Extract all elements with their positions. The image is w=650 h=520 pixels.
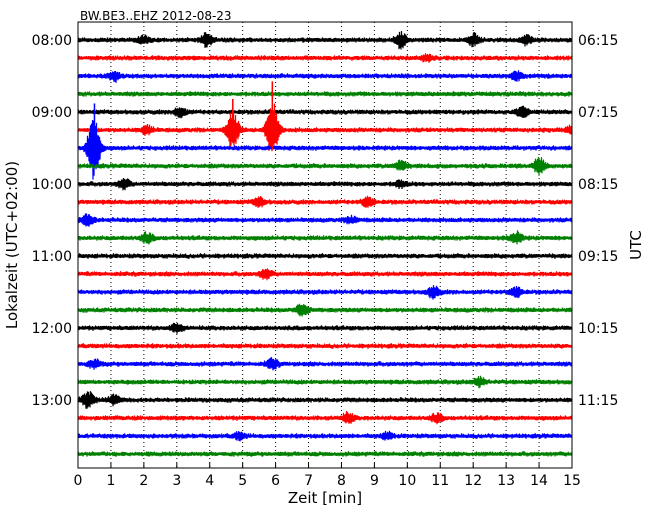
right-tick-label: 11:15: [578, 393, 618, 409]
trace-line: [77, 285, 573, 300]
right-tick-label: 08:15: [578, 177, 618, 193]
x-tick-label: 0: [74, 473, 83, 489]
x-tick-label: 14: [530, 473, 548, 489]
trace-line: [77, 70, 573, 83]
trace-line: [77, 268, 573, 281]
left-axis-ticks: 08:00 09:00 10:00 11:00 12:00 13:00: [32, 33, 83, 409]
x-tick-label: 15: [563, 473, 581, 489]
x-tick-label: 1: [106, 473, 115, 489]
x-tick-label: 6: [271, 473, 280, 489]
traces-group: [77, 31, 573, 457]
right-tick-label: 09:15: [578, 249, 618, 265]
trace-line: [77, 303, 573, 317]
trace-line: [77, 195, 573, 208]
trace-line: [77, 120, 573, 180]
trace-line: [77, 103, 573, 152]
trace-line: [77, 253, 573, 259]
x-tick-label: 8: [337, 473, 346, 489]
trace-line: [77, 357, 573, 371]
x-tick-label: 11: [431, 473, 449, 489]
x-tick-label: 7: [304, 473, 313, 489]
left-axis-label: Lokalzeit (UTC+02:00): [3, 161, 21, 329]
x-tick-label: 4: [205, 473, 214, 489]
right-tick-label: 10:15: [578, 321, 618, 337]
right-axis-label: UTC: [627, 230, 645, 260]
trace-line: [77, 230, 573, 245]
trace-line: [77, 391, 573, 409]
trace-line: [77, 90, 573, 97]
left-tick-label: 08:00: [32, 33, 72, 49]
trace-line: [77, 177, 573, 191]
left-tick-label: 13:00: [32, 393, 72, 409]
trace-line: [77, 157, 573, 176]
trace-line: [77, 411, 573, 425]
trace-line: [77, 53, 573, 63]
x-tick-label: 3: [172, 473, 181, 489]
spikes-group: [93, 81, 274, 166]
trace-line: [77, 451, 573, 457]
x-tick-label: 5: [238, 473, 247, 489]
plot-area: [78, 22, 572, 468]
x-tick-label: 13: [497, 473, 515, 489]
x-axis-ticks: 0 1 2 3 4 5 6 7 8 9 10 11 12 13 14 15: [74, 463, 581, 489]
chart-title: BW.BE3..EHZ 2012-08-23: [80, 9, 232, 23]
x-tick-label: 2: [139, 473, 148, 489]
right-tick-label: 06:15: [578, 33, 618, 49]
x-tick-label: 12: [464, 473, 482, 489]
left-tick-label: 10:00: [32, 177, 72, 193]
trace-line: [77, 430, 573, 442]
trace-line: [77, 375, 573, 389]
x-tick-label: 9: [370, 473, 379, 489]
trace-line: [77, 322, 573, 334]
left-tick-label: 12:00: [32, 321, 72, 337]
trace-line: [77, 213, 573, 227]
x-tick-label: 10: [398, 473, 416, 489]
trace-line: [77, 31, 573, 50]
right-axis-ticks: 06:15 07:15 08:15 09:15 10:15 11:15: [567, 33, 618, 409]
x-axis-label: Zeit [min]: [288, 489, 362, 507]
right-tick-label: 07:15: [578, 105, 618, 121]
left-tick-label: 09:00: [32, 105, 72, 121]
trace-line: [77, 343, 573, 349]
plot-frame: [77, 21, 573, 469]
left-tick-label: 11:00: [32, 249, 72, 265]
trace-line: [77, 105, 573, 119]
